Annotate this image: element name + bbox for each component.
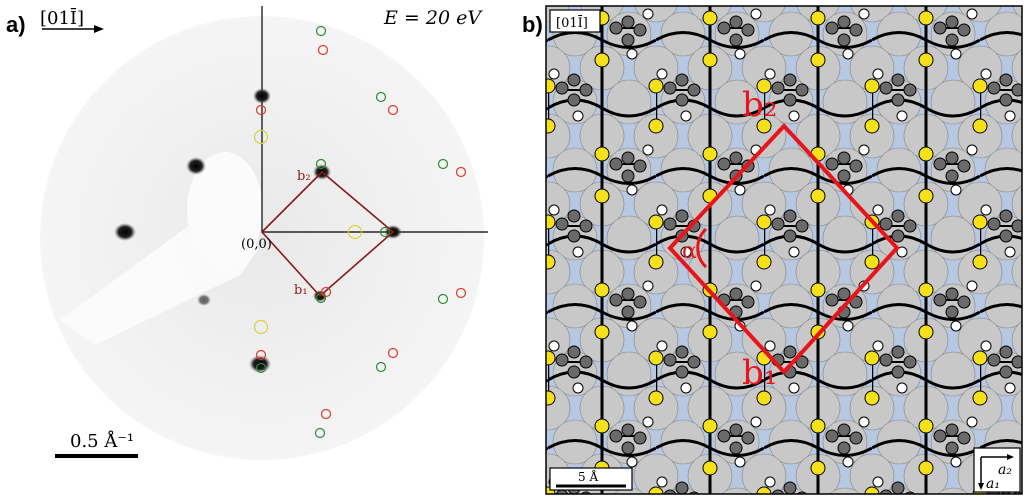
direction-arrow-head bbox=[94, 25, 104, 33]
reciprocal-unit-cell bbox=[260, 170, 395, 298]
a1-arrow bbox=[978, 483, 984, 490]
sim-spot-red bbox=[255, 104, 267, 116]
sim-spot-red bbox=[455, 287, 467, 299]
leed-spot bbox=[114, 223, 136, 241]
sim-spot-green bbox=[314, 427, 326, 439]
structure-panel: b) bbox=[520, 0, 1024, 500]
leed-figure: [01Ī] E = 20 eV b₂ b₁ (0,0) bbox=[40, 6, 488, 460]
sim-spot-red bbox=[320, 286, 332, 298]
sim-spot-yellow bbox=[253, 319, 269, 335]
sim-spot-green bbox=[255, 362, 267, 374]
energy-label: E = 20 eV bbox=[383, 7, 483, 29]
a2-arrow bbox=[1007, 454, 1014, 460]
sim-spot-green bbox=[437, 293, 449, 305]
sim-spot-green bbox=[375, 361, 387, 373]
leed-screen bbox=[40, 16, 484, 460]
direction-box bbox=[549, 9, 601, 33]
b2-label-b: b₂ bbox=[742, 85, 777, 125]
leed-spot bbox=[197, 294, 211, 306]
leed-spot bbox=[253, 88, 271, 104]
panel-a-label: a) bbox=[6, 12, 26, 37]
scale-label-b: 5 Å bbox=[578, 469, 598, 484]
real-space-unit-cell bbox=[667, 123, 900, 375]
panel-frame bbox=[545, 5, 1023, 495]
a1-label: a₁ bbox=[986, 476, 1000, 492]
structure-model: [01Ī] α b₂ b₁ 5 Å a₁ a₂ bbox=[545, 5, 1023, 495]
sim-spot-red bbox=[317, 44, 329, 56]
sim-spot-green bbox=[437, 158, 449, 170]
sim-spot-green bbox=[315, 158, 327, 170]
alpha-arc bbox=[696, 227, 708, 269]
simulated-spots bbox=[253, 25, 467, 439]
direction-label-b: [01Ī] bbox=[556, 15, 588, 31]
sim-spot-yellow bbox=[347, 224, 363, 240]
sim-spot-red bbox=[455, 166, 467, 178]
sim-spot-green bbox=[375, 91, 387, 103]
adsorbate-lattice bbox=[546, 6, 1022, 494]
gun-head-shadow bbox=[187, 152, 263, 268]
origin-label: (0,0) bbox=[241, 237, 272, 252]
alpha-label: α bbox=[682, 239, 697, 264]
a2-label: a₂ bbox=[998, 462, 1012, 478]
sim-spot-green bbox=[379, 226, 391, 238]
b1-label: b₁ bbox=[294, 283, 308, 298]
sim-spot-green bbox=[315, 25, 327, 37]
b1-label-b: b₁ bbox=[742, 353, 777, 393]
leed-spot bbox=[186, 157, 206, 175]
direction-label: [01Ī] bbox=[40, 6, 84, 29]
sim-spot-red bbox=[387, 104, 399, 116]
sim-spot-red bbox=[320, 408, 332, 420]
sim-spot-yellow bbox=[253, 129, 269, 145]
sim-spot-red bbox=[387, 347, 399, 359]
b2-label: b₂ bbox=[297, 169, 311, 184]
scale-label: 0.5 Å⁻¹ bbox=[70, 430, 134, 452]
sim-spot-red bbox=[255, 349, 267, 361]
leed-panel: a) [01Ī] E = 20 eV bbox=[6, 6, 488, 460]
panel-b-label: b) bbox=[522, 12, 543, 37]
sim-spot-green bbox=[315, 292, 327, 304]
